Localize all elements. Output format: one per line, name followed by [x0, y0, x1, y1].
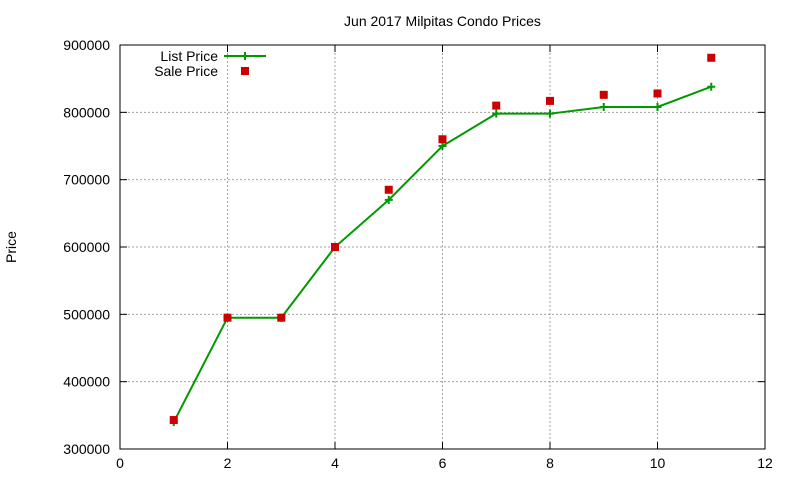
legend-label: Sale Price	[154, 63, 218, 79]
x-tick-label: 0	[116, 455, 124, 471]
data-point	[492, 101, 501, 110]
y-tick-label: 600000	[63, 239, 110, 255]
data-point	[331, 243, 339, 251]
data-point	[707, 53, 716, 62]
ticks	[119, 44, 766, 450]
data-point	[492, 109, 501, 118]
data-point	[653, 89, 662, 98]
data-point	[384, 195, 393, 204]
data-point	[384, 185, 393, 194]
legend-swatch-marker	[241, 67, 249, 75]
y-tick-label: 500000	[63, 306, 110, 322]
series-layer	[169, 53, 716, 427]
x-tick-label: 12	[757, 455, 773, 471]
x-tick-label: 6	[439, 455, 447, 471]
data-point	[653, 102, 662, 111]
x-tick-label: 8	[546, 455, 554, 471]
data-point	[169, 416, 178, 425]
data-point	[599, 90, 608, 99]
y-tick-label: 900000	[63, 37, 110, 53]
data-point	[707, 82, 716, 91]
y-tick-label: 300000	[63, 441, 110, 457]
data-point	[546, 96, 554, 105]
x-tick-label: 10	[650, 455, 666, 471]
y-axis-label: Price	[3, 231, 19, 263]
data-point	[438, 135, 447, 144]
data-point	[438, 142, 447, 150]
x-tick-label: 4	[331, 455, 339, 471]
y-tick-label: 400000	[63, 374, 110, 390]
x-tick-label: 2	[224, 455, 232, 471]
grid	[120, 45, 765, 449]
data-point	[277, 313, 286, 322]
tick-labels: 0 2 4 6 8 10 12 300000 400000 500000 600000 700000 8…	[63, 37, 773, 471]
chart-title: Jun 2017 Milpitas Condo Prices	[344, 13, 541, 29]
y-tick-label: 700000	[63, 172, 110, 188]
data-point	[223, 313, 232, 322]
series-2	[169, 53, 716, 425]
legend-swatch-marker	[241, 52, 249, 60]
data-point	[599, 102, 608, 111]
legend-label: List Price	[160, 48, 218, 64]
data-point	[546, 109, 554, 118]
y-tick-label: 800000	[63, 104, 110, 120]
